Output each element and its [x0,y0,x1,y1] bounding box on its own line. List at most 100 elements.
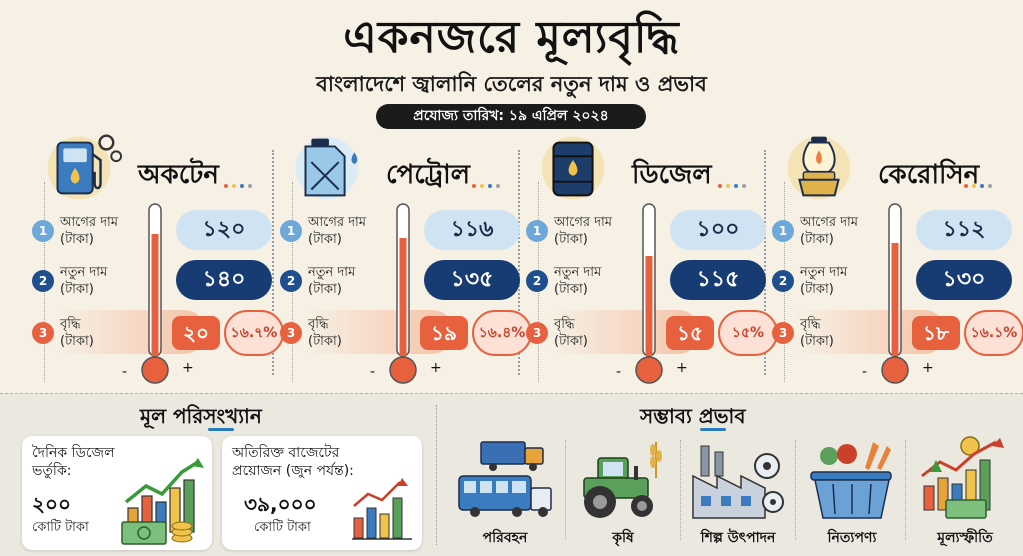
stat-card-unit: কোটি টাকা [32,520,89,535]
column-divider [518,150,520,375]
section-divider [0,393,1023,394]
percent-badge: ১৬.৪% [472,310,532,356]
thermo-minus: - [370,364,376,380]
fuel-column: কেরোসিন 1 আগের দাম (টাকা) 2 নতুন দাম (টাকা) 3… [766,132,1023,392]
thermo-plus: + [430,360,442,376]
old-price-pill: ১১৬ [424,210,520,250]
impact-label: শিল্প উৎপাদন [700,530,776,546]
new-price-pill: ১৩৫ [424,260,520,300]
new-price-pill: ১১৫ [670,260,766,300]
stats-title-underline [208,428,234,431]
new-price-pill: ১৪০ [176,260,272,300]
increase-pill: ২০ [172,316,220,350]
step-number: 2 [526,270,548,292]
fuel-column: পেট্রোল 1 আগের দাম (টাকা) 2 নতুন দাম (টাকা) 3… [274,132,532,392]
thermometer [881,203,909,384]
thermometer [635,203,663,384]
step-number: 1 [772,220,794,242]
jerrycan-icon [295,136,359,200]
thermo-plus: + [922,360,934,376]
stat-card-diesel-subsidy: দৈনিক ডিজেল ভর্তুকি: ২০০ কোটি টাকা [22,436,212,550]
row-label-old: আগের দাম (টাকা) [800,215,859,247]
stat-card-label: দৈনিক ডিজেল ভর্তুকি: [32,445,115,479]
increase-pill: ১৯ [420,316,468,350]
thermo-minus: - [616,364,622,380]
grocery-basket-icon [810,442,892,519]
thermo-minus: - [862,364,868,380]
new-price-pill: ১৩০ [916,260,1012,300]
impact-agriculture: কৃষি [568,432,678,550]
percent-badge: ১৫% [718,310,778,356]
factory-icon [692,445,784,519]
impact-essentials: নিত্যপণ্য [797,432,907,550]
step-number: 2 [32,270,54,292]
step-number: 3 [772,322,794,344]
step-number: 2 [280,270,302,292]
impacts-title-underline [700,428,726,431]
fuel-column: ডিজেল 1 আগের দাম (টাকা) 2 নতুন দাম (টাকা) 3 বৃ… [520,132,778,392]
impact-divider [795,440,796,540]
impact-label: মূল্যস্ফীতি [937,530,993,546]
row-label-inc: বৃদ্ধি (টাকা) [800,317,834,349]
old-price-pill: ১১২ [916,210,1012,250]
impact-industry: শিল্প উৎপাদন [683,432,793,550]
impact-label: কৃষি [612,530,634,546]
row-label-old: আগের দাম (টাকা) [308,215,367,247]
old-price-pill: ১২০ [176,210,272,250]
impact-divider [680,440,681,540]
fuel-name: কেরোসিন [878,160,980,190]
stat-card-label: অতিরিক্ত বাজেটের প্রয়োজন (জুন পর্যন্ত): [232,445,354,479]
column-divider [272,150,274,375]
impact-inflation: মূল্যস্ফীতি [910,432,1020,550]
step-number: 3 [32,322,54,344]
step-number: 3 [280,322,302,344]
step-number: 1 [32,220,54,242]
oil-barrel-icon [541,136,605,200]
percent-badge: ১৬.১% [964,310,1023,356]
row-label-new: নতুন দাম (টাকা) [308,265,356,297]
stat-card-value: ২০০ [32,492,72,516]
page-subtitle: বাংলাদেশে জ্বালানি তেলের নতুন দাম ও প্রভ… [316,72,707,96]
row-label-inc: বৃদ্ধি (টাকা) [60,317,94,349]
thermo-minus: - [122,364,128,380]
row-label-old: আগের দাম (টাকা) [554,215,613,247]
impact-label: পরিবহন [482,530,528,546]
inflation-chart-icon [921,436,1004,519]
decor-dots [964,184,992,188]
thermo-plus: + [182,360,194,376]
fuel-column: অকটেন 1 আগের দাম (টাকা) 2 নতুন দাম (টাকা) 3 বৃ… [26,132,284,392]
stat-card-value: ৩৯,০০০ [244,492,317,516]
fuel-name: ডিজেল [632,160,712,190]
stat-card-unit: কোটি টাকা [254,520,311,535]
decor-dots [718,184,746,188]
impact-divider [565,440,566,540]
bottom-divider [436,405,437,545]
decor-dots [224,184,252,188]
money-growth-chart-icon [121,458,204,545]
decor-dots [472,184,500,188]
impacts-title: সম্ভাব্য প্রভাব [640,404,746,428]
impact-label: নিত্যপণ্য [827,530,877,546]
effective-date-badge: প্রযোজ্য তারিখ: ১৯ এপ্রিল ২০২৪ [376,104,646,129]
row-label-inc: বৃদ্ধি (টাকা) [554,317,588,349]
kerosene-lamp-icon [787,136,851,200]
transport-icon [458,441,552,517]
column-divider [764,150,766,375]
fuel-name: অকটেন [138,160,219,190]
increase-pill: ১৮ [912,316,960,350]
step-number: 1 [526,220,548,242]
increase-pill: ১৫ [666,316,714,350]
row-label-new: নতুন দাম (টাকা) [800,265,848,297]
stat-card-extra-budget: অতিরিক্ত বাজেটের প্রয়োজন (জুন পর্যন্ত):… [222,436,422,550]
old-price-pill: ১০০ [670,210,766,250]
step-number: 2 [772,270,794,292]
row-label-old: আগের দাম (টাকা) [60,215,119,247]
row-label-new: নতুন দাম (টাকা) [60,265,108,297]
fuel-name: পেট্রোল [386,160,471,190]
stats-title: মূল পরিসংখ্যান [140,404,262,428]
step-number: 3 [526,322,548,344]
fuel-pump-icon [47,134,123,200]
thermometer [389,203,417,384]
thermometer [141,203,169,384]
row-label-new: নতুন দাম (টাকা) [554,265,602,297]
